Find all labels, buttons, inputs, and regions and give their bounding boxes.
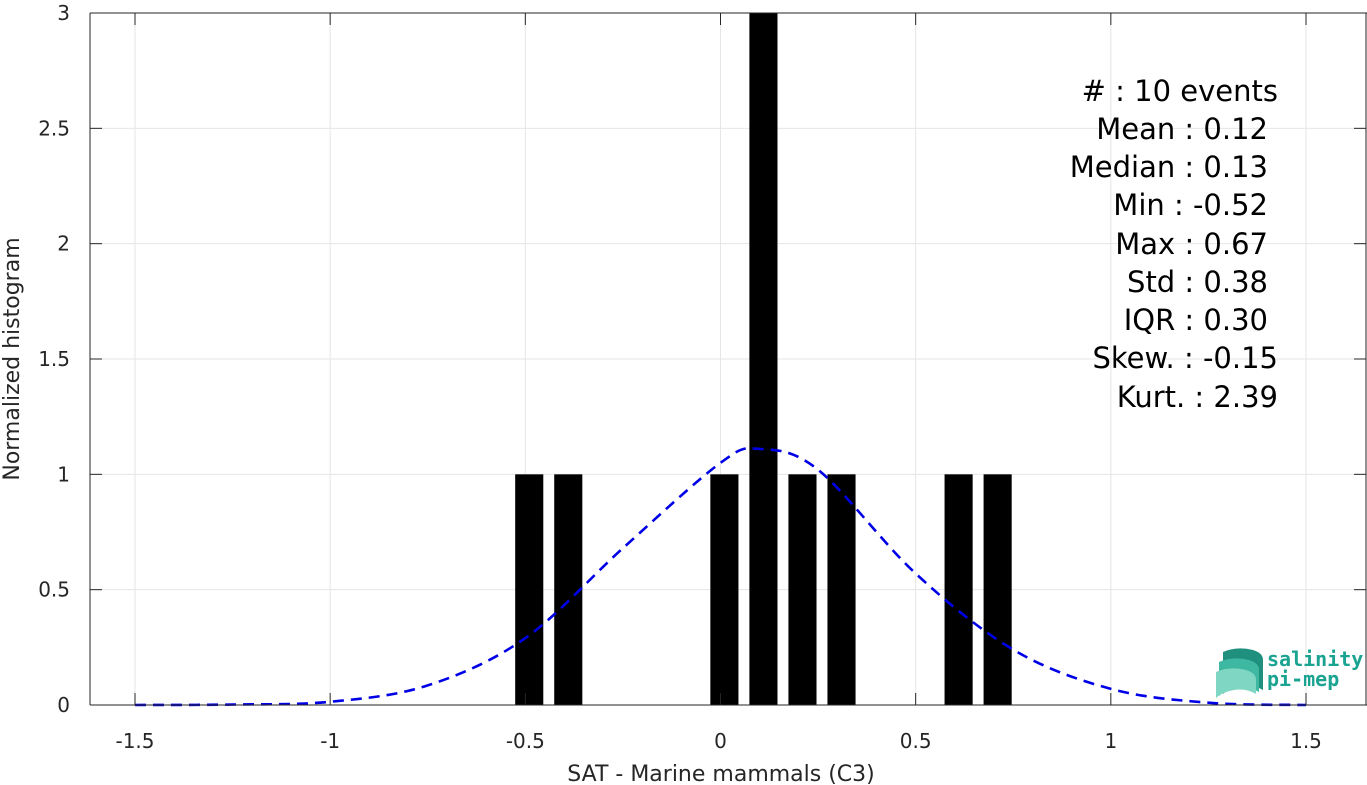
salinity-pimep-logo: salinity pi-mep [1216, 647, 1363, 698]
y-tick-label: 2.5 [38, 116, 70, 140]
axes [89, 12, 1367, 706]
x-tick-label: -1.5 [115, 729, 154, 753]
y-tick-label: 0 [57, 693, 70, 717]
stats-mean: Mean : 0.12 [1096, 112, 1268, 146]
stats-max: Max : 0.67 [1115, 227, 1268, 261]
stats-iqr: IQR : 0.30 [1124, 303, 1268, 337]
x-tick-label: 1 [1104, 729, 1117, 753]
y-tick-label: 0.5 [38, 578, 70, 602]
histogram-bar-7 [983, 474, 1012, 705]
histogram-bar-0 [515, 474, 544, 705]
logo-line1: salinity [1267, 647, 1363, 671]
x-tick-labels: -1.5 -1 -0.5 0 0.5 1 1.5 [115, 729, 1321, 753]
y-tick-label: 1 [57, 462, 70, 486]
stats-median: Median : 0.13 [1070, 150, 1268, 184]
x-tick-label: -1 [320, 729, 340, 753]
histogram-bar-4 [788, 474, 817, 705]
histogram-bar-5 [827, 474, 856, 705]
y-axis-label: Normalized histogram [0, 237, 25, 480]
fit-curve [134, 447, 1307, 707]
y-tick-labels: 0 0.5 1 1.5 2 2.5 3 [38, 1, 70, 717]
x-axis-label: SAT - Marine mammals (C3) [567, 762, 875, 785]
y-tick-label: 3 [57, 1, 70, 25]
stats-count: # : 10 events [1082, 74, 1278, 108]
stats-min: Min : -0.52 [1113, 188, 1268, 222]
stats-box: # : 10 events Mean : 0.12 Median : 0.13 … [1070, 74, 1278, 414]
x-tick-label: 1.5 [1290, 729, 1322, 753]
stats-skew: Skew. : -0.15 [1092, 341, 1278, 375]
stats-kurt: Kurt. : 2.39 [1117, 380, 1278, 414]
histogram-bar-1 [554, 474, 583, 705]
histogram-bars [515, 13, 1012, 705]
histogram-bar-6 [944, 474, 973, 705]
x-tick-label: -0.5 [506, 729, 545, 753]
x-tick-label: 0 [714, 729, 727, 753]
y-tick-label: 1.5 [38, 347, 70, 371]
y-tick-label: 2 [57, 232, 70, 256]
logo-line2: pi-mep [1267, 667, 1339, 691]
x-tick-label: 0.5 [900, 729, 932, 753]
stats-std: Std : 0.38 [1127, 265, 1268, 299]
wave-stack-icon [1216, 648, 1263, 698]
histogram-bar-2 [710, 474, 739, 705]
histogram-bar-3 [749, 13, 778, 705]
